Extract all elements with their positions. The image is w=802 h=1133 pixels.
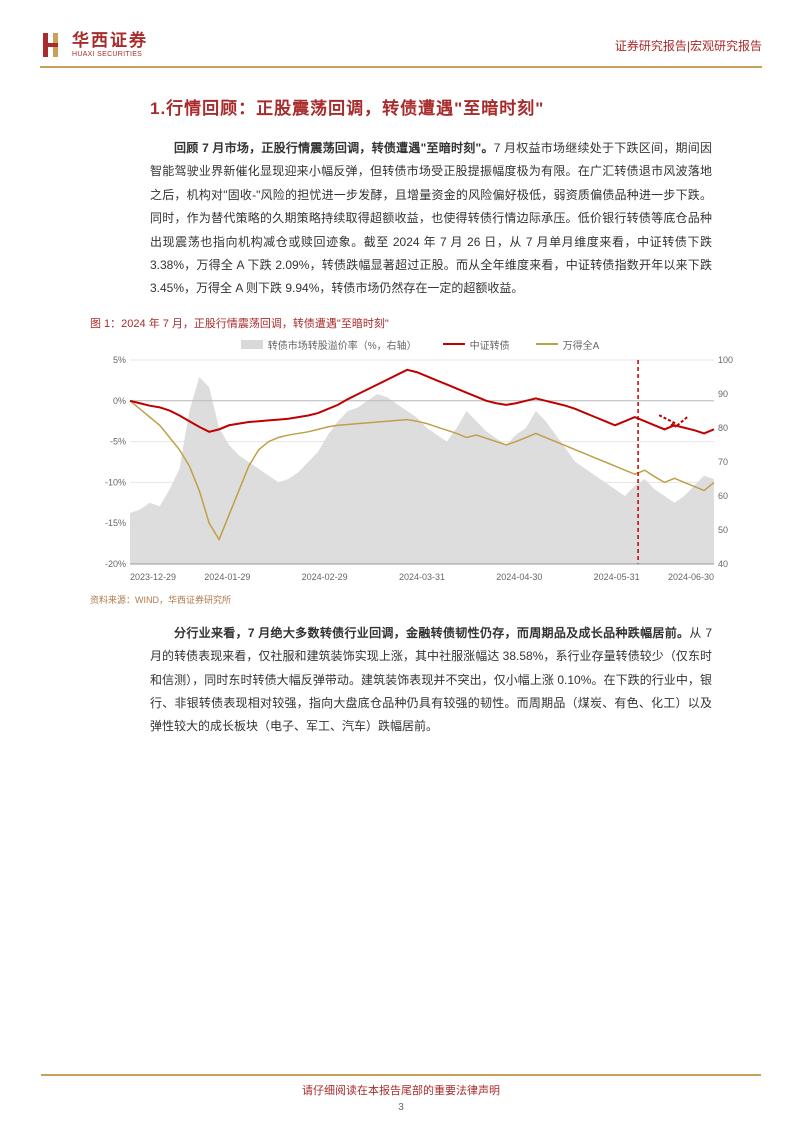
- svg-text:70: 70: [718, 457, 728, 467]
- legend-line2-swatch: [536, 343, 558, 345]
- para2-rest: 从 7 月的转债表现来看，仅社服和建筑装饰实现上涨，其中社服涨幅达 38.58%…: [150, 626, 712, 734]
- para1-rest: 7 月权益市场继续处于下跌区间，期间因智能驾驶业界新催化显现迎来小幅反弹，但转债…: [150, 141, 712, 295]
- legend-line1: 中证转债: [443, 337, 510, 352]
- content-body: 1.行情回顾：正股震荡回调，转债遭遇"至暗时刻" 回顾 7 月市场，正股行情震荡…: [40, 94, 762, 739]
- page-header: 华西证券 HUAXI SECURITIES 证券研究报告|宏观研究报告: [40, 30, 762, 68]
- main-chart: -20% -15% -10% -5% 0% 5% 40 50 60 70 80 90 100 2023-1…: [90, 356, 750, 586]
- page-footer: 请仔细阅读在本报告尾部的重要法律声明 3: [0, 1074, 802, 1113]
- footer-page-number: 3: [0, 1102, 802, 1113]
- header-report-type: 证券研究报告|宏观研究报告: [615, 37, 762, 54]
- logo: 华西证券 HUAXI SECURITIES: [40, 30, 148, 60]
- svg-text:100: 100: [718, 356, 733, 365]
- svg-text:0%: 0%: [113, 396, 126, 406]
- svg-text:2024-03-31: 2024-03-31: [399, 572, 445, 582]
- legend-line2-label: 万得全A: [563, 337, 600, 352]
- svg-text:2024-02-29: 2024-02-29: [302, 572, 348, 582]
- svg-text:-15%: -15%: [105, 518, 126, 528]
- svg-text:2024-04-30: 2024-04-30: [496, 572, 542, 582]
- svg-text:-5%: -5%: [110, 436, 126, 446]
- svg-text:2023-12-29: 2023-12-29: [130, 572, 176, 582]
- legend-line1-label: 中证转债: [470, 337, 510, 352]
- svg-text:2024-05-31: 2024-05-31: [594, 572, 640, 582]
- logo-cn-text: 华西证券: [72, 32, 148, 49]
- figure-title: 图 1：2024 年 7 月，正股行情震荡回调，转债遭遇"至暗时刻": [90, 315, 712, 331]
- logo-icon: [40, 30, 66, 60]
- svg-text:2024-06-30: 2024-06-30: [668, 572, 714, 582]
- chart-legend: 转债市场转股溢价率（%，右轴） 中证转债 万得全A: [90, 337, 750, 352]
- paragraph-1: 回顾 7 月市场，正股行情震荡回调，转债遭遇"至暗时刻"。7 月权益市场继续处于…: [150, 137, 712, 301]
- chart-container: 转债市场转股溢价率（%，右轴） 中证转债 万得全A -20% -15% -10% -5…: [90, 337, 750, 591]
- svg-text:-10%: -10%: [105, 477, 126, 487]
- paragraph-2: 分行业来看，7 月绝大多数转债行业回调，金融转债韧性仍存，而周期品及成长品种跌幅…: [150, 622, 712, 739]
- svg-text:40: 40: [718, 559, 728, 569]
- svg-text:5%: 5%: [113, 356, 126, 365]
- svg-text:80: 80: [718, 423, 728, 433]
- svg-text:50: 50: [718, 525, 728, 535]
- chart-source: 资料来源：WIND，华西证券研究所: [90, 593, 712, 606]
- svg-text:60: 60: [718, 491, 728, 501]
- svg-text:-20%: -20%: [105, 559, 126, 569]
- legend-line2: 万得全A: [536, 337, 600, 352]
- legend-area: 转债市场转股溢价率（%，右轴）: [241, 337, 417, 352]
- para1-bold: 回顾 7 月市场，正股行情震荡回调，转债遭遇"至暗时刻"。: [174, 141, 494, 155]
- legend-area-swatch: [241, 340, 263, 349]
- svg-text:2024-01-29: 2024-01-29: [204, 572, 250, 582]
- footer-disclaimer: 请仔细阅读在本报告尾部的重要法律声明: [0, 1082, 802, 1098]
- legend-area-label: 转债市场转股溢价率（%，右轴）: [268, 337, 417, 352]
- section-title: 1.行情回顾：正股震荡回调，转债遭遇"至暗时刻": [150, 94, 712, 119]
- para2-bold: 分行业来看，7 月绝大多数转债行业回调，金融转债韧性仍存，而周期品及成长品种跌幅…: [174, 626, 689, 640]
- svg-text:90: 90: [718, 389, 728, 399]
- legend-line1-swatch: [443, 343, 465, 345]
- footer-rule: [41, 1074, 761, 1076]
- logo-en-text: HUAXI SECURITIES: [72, 51, 148, 58]
